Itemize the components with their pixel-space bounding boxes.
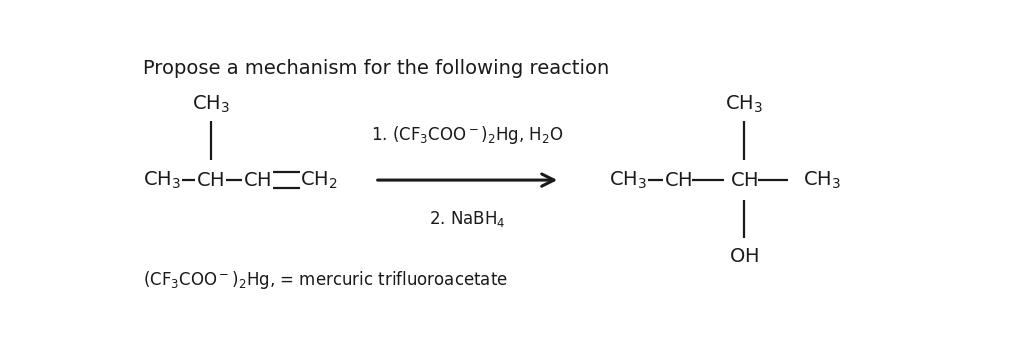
Text: $\mathregular{CH_3}$: $\mathregular{CH_3}$ xyxy=(609,169,648,191)
Text: $\mathregular{CH_2}$: $\mathregular{CH_2}$ xyxy=(300,169,337,191)
Text: Propose a mechanism for the following reaction: Propose a mechanism for the following re… xyxy=(143,59,609,78)
Text: (CF$_3$COO$^-$)$_2$Hg, = mercuric trifluoroacetate: (CF$_3$COO$^-$)$_2$Hg, = mercuric triflu… xyxy=(143,269,509,291)
Text: $\mathregular{CH}$: $\mathregular{CH}$ xyxy=(197,170,225,190)
Text: $\mathregular{CH}$: $\mathregular{CH}$ xyxy=(243,170,271,190)
Text: $\mathregular{CH_3}$: $\mathregular{CH_3}$ xyxy=(192,93,230,115)
Text: $\mathregular{OH}$: $\mathregular{OH}$ xyxy=(728,247,759,266)
Text: $\mathregular{CH}$: $\mathregular{CH}$ xyxy=(730,170,758,190)
Text: $\mathregular{CH_3}$: $\mathregular{CH_3}$ xyxy=(143,169,182,191)
Text: 2. NaBH$_4$: 2. NaBH$_4$ xyxy=(429,209,506,229)
Text: $\mathregular{CH}$: $\mathregular{CH}$ xyxy=(664,170,692,190)
Text: $\mathregular{CH_3}$: $\mathregular{CH_3}$ xyxy=(724,93,763,115)
Text: $\mathregular{CH_3}$: $\mathregular{CH_3}$ xyxy=(803,169,842,191)
Text: 1. (CF$_3$COO$^-$)$_2$Hg, H$_2$O: 1. (CF$_3$COO$^-$)$_2$Hg, H$_2$O xyxy=(371,124,563,146)
